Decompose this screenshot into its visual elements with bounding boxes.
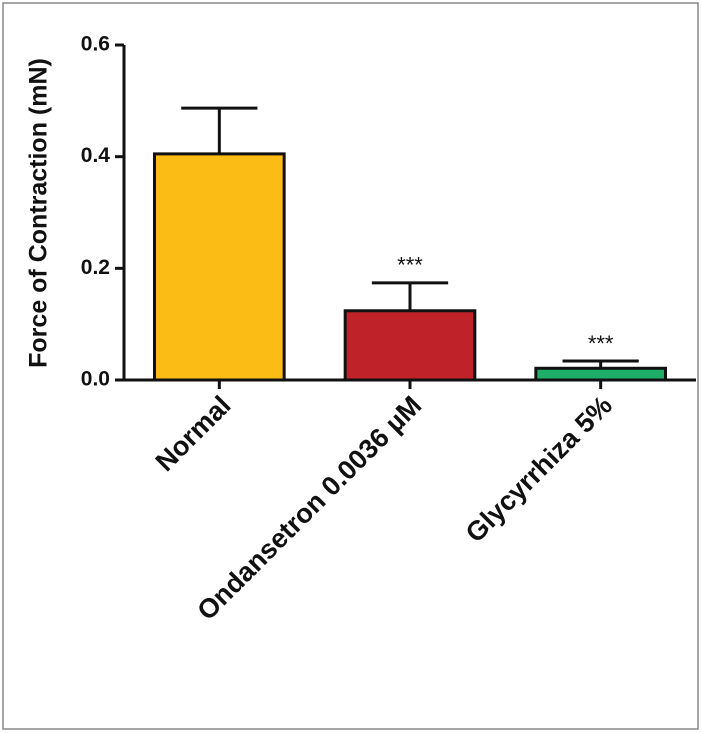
y-tick-label: 0.2 bbox=[81, 256, 110, 279]
bar bbox=[343, 309, 477, 382]
bar bbox=[153, 152, 286, 382]
x-tick-label: Normal bbox=[150, 390, 237, 477]
significance-label: *** bbox=[397, 253, 423, 278]
significance-label: *** bbox=[588, 331, 614, 356]
y-tick-label: 0.6 bbox=[81, 33, 110, 56]
bar bbox=[534, 366, 667, 382]
y-axis-label: Force of Contraction (mN) bbox=[25, 58, 53, 368]
x-tick-label: Ondansetron 0.0036 µM bbox=[191, 390, 427, 626]
y-tick-label: 0.4 bbox=[81, 144, 111, 167]
x-tick-label: Glycyrrhiza 5% bbox=[460, 390, 618, 548]
y-tick-label: 0.0 bbox=[81, 368, 110, 391]
